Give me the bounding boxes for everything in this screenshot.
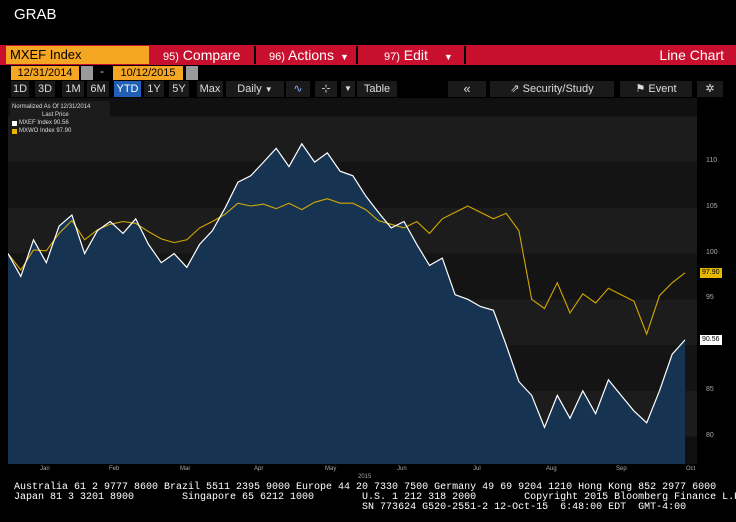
- end-date-input[interactable]: 10/12/2015: [113, 66, 183, 80]
- index-field[interactable]: MXEF Index: [6, 46, 149, 64]
- collapse-icon[interactable]: «: [448, 81, 486, 97]
- chevron-down-icon: ▼: [339, 52, 349, 62]
- x-tick-label: Mar: [180, 466, 191, 472]
- crosshair-icon[interactable]: ⊹: [315, 81, 337, 97]
- chevron-down-icon[interactable]: ▼: [341, 81, 355, 97]
- chart-area: [7, 98, 697, 465]
- edit-menu[interactable]: 97) Edit ▼: [384, 46, 453, 64]
- security-study-button[interactable]: ⇗ Security/Study: [490, 81, 614, 97]
- footer-line-2: Japan 81 3 3201 8900 Singapore 65 6212 1…: [14, 492, 736, 503]
- chart-svg: [7, 116, 697, 465]
- range-ytd[interactable]: YTD: [114, 81, 141, 97]
- frequency-select[interactable]: Daily ▼: [226, 81, 284, 97]
- calendar-icon[interactable]: [186, 66, 198, 80]
- legend-subtitle: Last Price: [42, 112, 69, 118]
- chevron-down-icon: ▼: [443, 52, 453, 62]
- chart-legend: Normalized As Of 12/31/2014 Last Price M…: [10, 101, 110, 147]
- last-price-mxef: 90.56: [700, 334, 722, 345]
- y-tick-label: 95: [706, 294, 714, 302]
- actions-key: 96): [269, 51, 285, 63]
- footer-line-1: Australia 61 2 9777 8600 Brazil 5511 239…: [14, 482, 717, 493]
- actions-label: Actions: [288, 47, 334, 63]
- range-1y[interactable]: 1Y: [144, 81, 164, 97]
- legend-label: MXEF Index 90.56: [19, 120, 69, 126]
- x-tick-label: Oct: [686, 466, 696, 472]
- app-title: GRAB: [14, 6, 57, 23]
- event-button[interactable]: ⚑ Event: [620, 81, 692, 97]
- y-tick-label: 80: [706, 431, 714, 439]
- view-label: Line Chart: [659, 47, 724, 63]
- range-6m[interactable]: 6M: [87, 81, 109, 97]
- x-tick-label: Jul: [473, 466, 481, 472]
- series-area-mxef: [8, 143, 685, 465]
- range-3d[interactable]: 3D: [35, 81, 55, 97]
- line-chart-icon[interactable]: ∿: [286, 81, 310, 97]
- legend-swatch: [12, 128, 17, 134]
- series-line-mxwo: [7, 198, 686, 336]
- grid-band: [8, 116, 697, 163]
- gear-icon[interactable]: ✲: [697, 81, 723, 97]
- series-line-mxef: [7, 142, 686, 430]
- actions-menu[interactable]: 96) Actions ▼: [269, 46, 349, 64]
- y-tick-label: 85: [706, 385, 714, 393]
- x-tick-label: Jun: [397, 466, 407, 472]
- legend-item-mxwo: MXWO Index 97.90: [12, 127, 108, 135]
- footer-line-3: SN 773624 G520-2551-2 12-Oct-15 6:48:00 …: [14, 502, 687, 513]
- chevron-down-icon: ▼: [264, 85, 273, 94]
- security-study-label: Security/Study: [522, 83, 594, 95]
- x-tick-label: Sep: [616, 466, 627, 472]
- legend-item-mxef: MXEF Index 90.56: [12, 119, 108, 127]
- footer: Australia 61 2 9777 8600 Brazil 5511 239…: [14, 483, 736, 513]
- x-tick-label: May: [325, 466, 337, 472]
- menu-separator: [356, 46, 358, 64]
- year-label: 2015: [358, 474, 372, 480]
- x-tick-label: Apr: [254, 466, 264, 472]
- menu-separator: [254, 46, 256, 64]
- x-tick-label: Aug: [546, 466, 557, 472]
- range-1d[interactable]: 1D: [11, 81, 29, 97]
- event-label: Event: [648, 83, 677, 95]
- compare-key: 95): [163, 51, 179, 63]
- x-tick-label: Feb: [109, 466, 120, 472]
- legend-title: Normalized As Of 12/31/2014: [12, 104, 91, 110]
- flag-icon: ⚑: [635, 83, 646, 95]
- compare-menu[interactable]: 95) Compare: [163, 46, 240, 64]
- menu-separator: [464, 46, 466, 64]
- study-icon: ⇗: [510, 83, 520, 95]
- legend-label: MXWO Index 97.90: [19, 128, 72, 134]
- x-tick-label: Jan: [40, 466, 50, 472]
- start-date-input[interactable]: 12/31/2014: [11, 66, 79, 80]
- range-5y[interactable]: 5Y: [169, 81, 189, 97]
- date-range-dash: -: [100, 64, 104, 78]
- edit-label: Edit: [403, 47, 428, 63]
- table-button[interactable]: Table: [357, 81, 397, 97]
- range-1m[interactable]: 1M: [62, 81, 84, 97]
- range-max[interactable]: Max: [197, 81, 223, 97]
- command-bar: [0, 45, 736, 65]
- legend-swatch: [12, 120, 17, 126]
- last-price-mxwo: 97.90: [700, 267, 722, 278]
- frequency-label: Daily: [237, 83, 262, 95]
- y-tick-label: 105: [706, 202, 718, 210]
- edit-key: 97): [384, 51, 400, 63]
- y-tick-label: 100: [706, 248, 718, 256]
- compare-label: Compare: [182, 47, 241, 63]
- y-tick-label: 110: [706, 157, 718, 165]
- calendar-icon[interactable]: [81, 66, 93, 80]
